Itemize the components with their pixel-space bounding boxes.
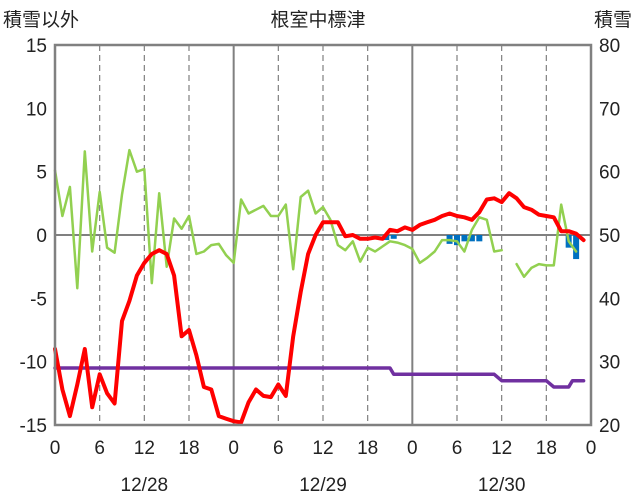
right-tick-label: 40 [599,289,620,310]
x-tick-label: 12 [312,438,333,459]
precipitation-bar [468,235,475,242]
right-tick-label: 70 [599,99,620,120]
x-tick-label: 12 [134,438,155,459]
right-tick-label: 60 [599,163,620,184]
left-tick-label: 5 [36,163,47,184]
plot-frame [53,43,593,427]
x-tick-label: 6 [273,438,284,459]
left-tick-label: 0 [36,226,47,247]
grid [55,45,591,425]
precipitation-bar [476,235,483,242]
x-tick-label: 6 [94,438,105,459]
left-tick-label: -15 [20,416,47,437]
right-tick-label: 80 [599,36,620,57]
right-tick-label: 30 [599,353,620,374]
x-tick-label: 18 [357,438,378,459]
x-tick-label: 12 [491,438,512,459]
precipitation-bar [383,235,390,241]
chart-title: 根室中標津 [270,9,365,31]
right-tick-label: 50 [599,226,620,247]
x-tick-label: 0 [586,438,597,459]
left-tick-label: 10 [26,99,47,120]
date-label: 12/28 [121,475,169,496]
x-tick-label: 18 [178,438,199,459]
x-tick-label: 0 [50,438,61,459]
precipitation-bar [573,235,580,260]
left-tick-label: -10 [20,353,47,374]
date-label: 12/29 [299,475,347,496]
x-tick-label: 6 [452,438,463,459]
left-axis-label: 積雪以外 [3,9,79,31]
date-label: 12/30 [478,475,526,496]
right-axis-label: 積雪 [594,9,632,31]
temperature-line [53,191,586,425]
left-tick-label: -5 [30,289,47,310]
x-tick-label: 0 [228,438,239,459]
x-tick-label: 0 [407,438,418,459]
x-tick-label: 18 [536,438,557,459]
series [53,148,586,425]
precipitation-bar [461,235,468,242]
snow_depth-line [53,366,586,389]
precipitation-bar [390,235,397,239]
wind-line [53,148,578,290]
left-tick-label: 15 [26,36,47,57]
plot-border [53,43,593,427]
right-tick-label: 20 [599,416,620,437]
